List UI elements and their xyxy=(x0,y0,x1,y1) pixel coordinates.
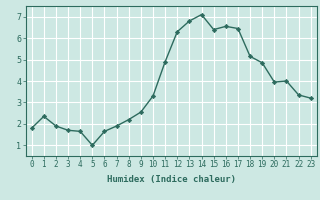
X-axis label: Humidex (Indice chaleur): Humidex (Indice chaleur) xyxy=(107,175,236,184)
